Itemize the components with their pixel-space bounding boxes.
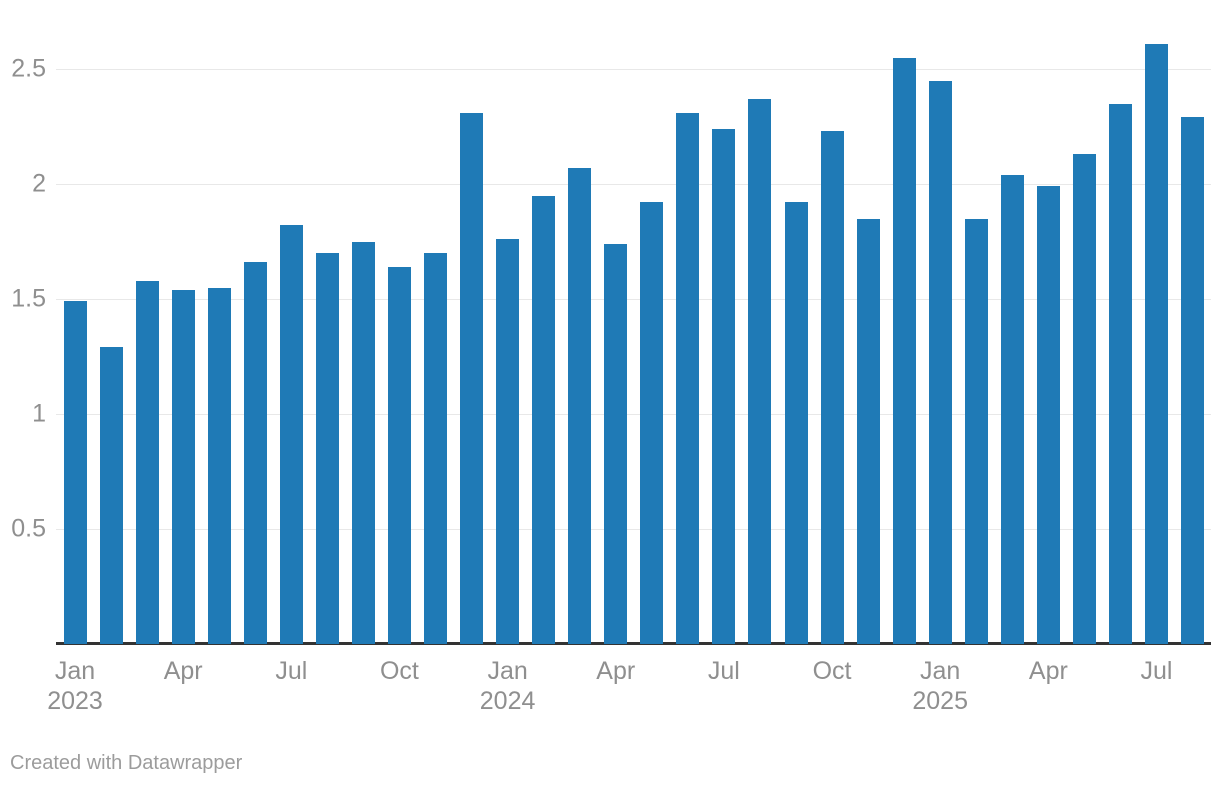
bar-nov-2023[interactable] [424,253,447,644]
bar-jun-2025[interactable] [1108,103,1132,644]
bar-apr-2023[interactable] [171,289,195,644]
x-axis-baseline [56,642,1211,645]
x-tick-year: 2024 [479,687,536,715]
y-tick-label-2: 2 [32,169,46,198]
x-tick-month: Oct [379,657,419,685]
x-tick-label-jan-2024: Jan 2024 [480,656,536,716]
datawrapper-attribution-link[interactable]: Created with Datawrapper [10,752,243,774]
bar-aug-2025[interactable] [1181,117,1205,644]
x-tick-year: 2023 [47,687,103,715]
y-axis: 0.5 1 1.5 2 2.5 [0,0,46,644]
y-tick-label-0.5: 0.5 [11,514,46,543]
bar-jul-2024[interactable] [712,128,736,644]
x-tick-month: Apr [1028,657,1068,685]
x-tick-label-jul: Jul [708,656,740,686]
bar-sep-2023[interactable] [351,241,375,644]
x-tick-month: Jan [920,657,961,685]
y-tick-label-1: 1 [32,399,46,428]
bar-dec-2023[interactable] [460,112,484,644]
bar-jun-2023[interactable] [243,262,267,644]
bar-oct-2023[interactable] [387,266,411,644]
bar-jan-2024[interactable] [496,239,520,644]
x-tick-month: Apr [596,657,636,685]
y-tick-label-1.5: 1.5 [11,284,46,313]
bar-may-2023[interactable] [207,287,231,644]
bar-feb-2024[interactable] [532,195,556,644]
bar-apr-2024[interactable] [604,243,628,644]
bar-apr-2025[interactable] [1036,186,1060,644]
bar-aug-2024[interactable] [748,98,772,644]
x-tick-month: Jul [707,657,740,685]
bar-jul-2023[interactable] [279,225,303,644]
bar-jul-2025[interactable] [1145,43,1168,644]
bar-oct-2024[interactable] [820,131,844,644]
x-tick-label-oct: Oct [380,656,419,686]
x-tick-label-jul: Jul [1141,656,1173,686]
x-tick-label-oct: Oct [813,656,852,686]
x-tick-month: Oct [812,657,852,685]
bar-may-2024[interactable] [640,202,664,644]
x-tick-month: Apr [163,657,203,685]
attribution: Created with Datawrapper [10,752,242,775]
bar-jun-2024[interactable] [676,112,700,644]
bar-nov-2024[interactable] [856,218,880,644]
y-tick-label-2.5: 2.5 [11,54,46,83]
x-tick-label-jan-2025: Jan 2025 [912,656,968,716]
bar-mar-2023[interactable] [135,280,159,644]
plot-area [56,0,1211,645]
bar-dec-2024[interactable] [892,57,916,644]
gridline-1 [56,413,1211,415]
bar-feb-2025[interactable] [964,218,988,644]
x-tick-label-apr: Apr [596,656,635,686]
x-tick-label-jul: Jul [275,656,307,686]
gridline-1.5 [56,298,1211,300]
x-tick-month: Jan [487,657,528,685]
bar-mar-2025[interactable] [1000,174,1024,644]
x-tick-label-apr: Apr [1029,656,1068,686]
gridline-0.5 [56,528,1211,530]
bar-jan-2025[interactable] [928,80,952,644]
bar-may-2025[interactable] [1072,154,1096,644]
x-axis: Jan 2023 Apr Jul Oct Jan 2024 Apr Jul Oct Jan 2025 A… [47,656,1211,726]
x-tick-label-apr: Apr [164,656,203,686]
gridline-2 [56,183,1211,185]
x-tick-month: Jan [54,657,96,685]
x-tick-month: Jul [1140,657,1173,685]
bar-sep-2024[interactable] [784,202,808,644]
bar-aug-2023[interactable] [315,253,339,644]
x-tick-month: Jul [275,657,308,685]
x-tick-year: 2025 [912,687,968,715]
bar-feb-2023[interactable] [99,347,123,644]
gridline-2.5 [56,68,1211,70]
bar-mar-2024[interactable] [568,167,592,644]
bar-jan-2023[interactable] [63,301,87,644]
x-tick-label-jan-2023: Jan 2023 [47,656,103,716]
